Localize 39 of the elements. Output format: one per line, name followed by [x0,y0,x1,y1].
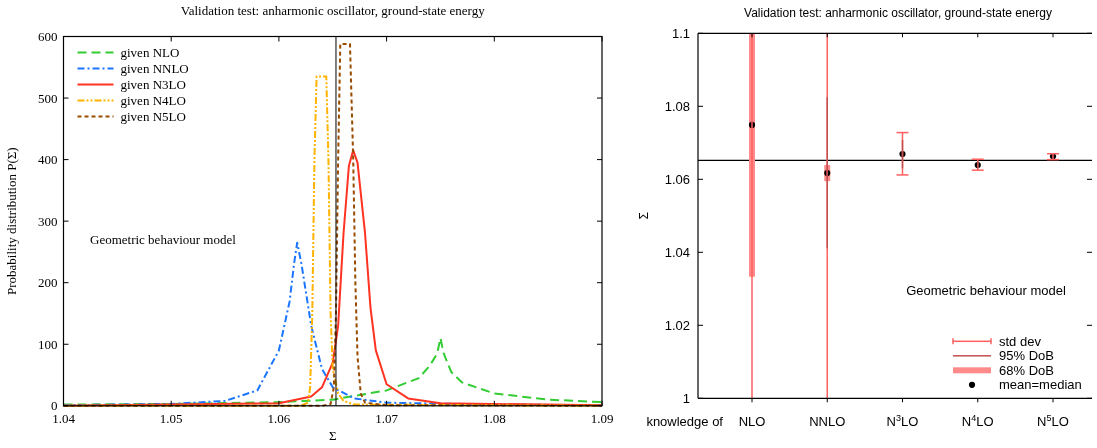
y-tick-label: 1.04 [664,244,690,260]
y-tick-label: 1.02 [664,317,690,333]
annotation: Geometric behaviour model [90,232,237,247]
legend-label: given N5LO [120,109,186,124]
legend-label: 95% DoB [999,348,1054,364]
annotation: Geometric behaviour model [906,283,1066,298]
chart-title: Validation test: anharmonic oscillator, ground-state energy [744,6,1052,20]
y-tick-label: 400 [38,152,58,168]
x-tick-label: N$^{5}$LO [1037,413,1069,430]
legend-label: std dev [999,333,1042,349]
y-tick-label: 200 [38,275,58,291]
y-tick-label: 100 [38,336,58,352]
legend-label: given NNLO [120,61,189,76]
legend-label: mean=median [999,377,1082,393]
x-tick-label: 1.08 [482,410,506,426]
x-axis-title: Σ [328,428,337,443]
x-tick-label: NLO [738,414,766,430]
x-tick-label: N$^{4}$LO [961,413,994,430]
y-tick-label: 600 [38,29,58,44]
chart-title: Validation test: anharmonic oscillator, ground-state energy [180,3,486,18]
y-axis-title: Probability distribution P(Σ) [4,147,19,295]
x-tick-label: 1.09 [590,410,614,426]
y-tick-label: 1 [682,390,690,406]
y-tick-label: 300 [38,213,58,229]
x-axis-title: knowledge of [646,414,724,430]
x-tick-label: NNLO [809,414,846,430]
legend-label: 68% DoB [999,362,1054,378]
x-tick-label: N$^{3}$LO [886,413,919,430]
y-tick-label: 1.08 [664,98,690,114]
legend-label: given N4LO [120,93,186,108]
x-tick-label: 1.07 [375,410,399,426]
y-tick-label: 500 [38,90,58,106]
y-axis-title: Σ [637,212,651,220]
x-tick-label: 1.06 [267,410,291,426]
legend-label: given N3LO [120,77,186,92]
y-tick-label: 1.1 [671,25,690,41]
x-tick-label: 1.05 [159,410,183,426]
y-tick-label: 1.06 [664,171,690,187]
legend-label: given NLO [120,45,180,60]
